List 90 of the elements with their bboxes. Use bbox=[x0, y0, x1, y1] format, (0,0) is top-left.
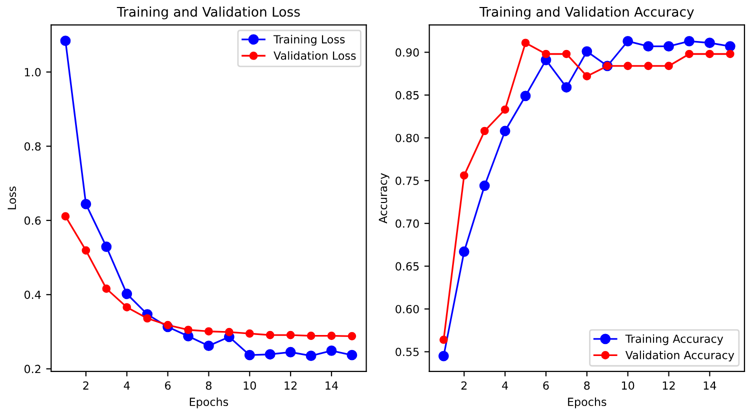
point bbox=[101, 242, 112, 252]
y-tick-label: 0.60 bbox=[396, 304, 419, 314]
point bbox=[286, 330, 295, 340]
point bbox=[439, 336, 448, 344]
x-tick-label: 8 bbox=[584, 381, 590, 390]
x-tick-label: 2 bbox=[83, 381, 88, 390]
point bbox=[60, 36, 71, 46]
point bbox=[582, 72, 592, 80]
point bbox=[706, 50, 714, 58]
y-tick-label: 0.8 bbox=[24, 142, 41, 151]
point bbox=[80, 198, 92, 210]
y-tick-label: 0.55 bbox=[396, 348, 419, 356]
point bbox=[122, 303, 132, 312]
point bbox=[460, 171, 468, 180]
x-tick-label: 4 bbox=[124, 381, 130, 390]
point bbox=[204, 340, 214, 352]
point bbox=[500, 126, 510, 136]
point bbox=[520, 90, 531, 102]
x-tick-label: 12 bbox=[662, 381, 675, 390]
x-tick-label: 12 bbox=[284, 381, 297, 390]
point bbox=[582, 46, 592, 57]
point bbox=[326, 345, 337, 356]
chart-title: Training and Validation Accuracy bbox=[479, 6, 694, 20]
point bbox=[562, 50, 571, 58]
x-tick-label: 14 bbox=[704, 381, 716, 390]
y-tick-label: 0.90 bbox=[396, 48, 419, 57]
y-tick-label: 0.2 bbox=[24, 364, 40, 374]
y-tick-label: 0.6 bbox=[24, 216, 41, 225]
point bbox=[264, 349, 276, 360]
x-tick-label: 4 bbox=[502, 381, 508, 390]
y-tick-label: 1.0 bbox=[24, 68, 41, 76]
y-tick-label: 0.4 bbox=[24, 290, 41, 300]
legend-label: Validation Loss bbox=[274, 51, 356, 60]
point bbox=[664, 41, 674, 52]
y-axis-title: Loss bbox=[8, 186, 16, 210]
x-tick-label: 8 bbox=[206, 381, 212, 390]
x-axis-title: Epochs bbox=[190, 397, 228, 408]
y-tick-label: 0.85 bbox=[396, 91, 419, 100]
point bbox=[643, 41, 654, 52]
x-tick-label: 10 bbox=[244, 381, 256, 390]
point bbox=[480, 126, 489, 136]
point bbox=[102, 284, 111, 293]
x-tick-label: 6 bbox=[543, 381, 549, 390]
x-tick-label: 14 bbox=[326, 381, 338, 390]
point bbox=[266, 330, 274, 340]
point bbox=[184, 326, 192, 334]
y-tick-label: 0.65 bbox=[396, 262, 419, 271]
chart-title: Training and Validation Loss bbox=[116, 6, 300, 20]
point bbox=[458, 246, 470, 257]
point bbox=[704, 38, 715, 48]
point bbox=[726, 50, 734, 58]
x-axis-title: Epochs bbox=[568, 397, 606, 408]
point bbox=[685, 50, 694, 58]
y-tick-label: 0.70 bbox=[396, 219, 419, 228]
point bbox=[542, 50, 550, 58]
point bbox=[143, 314, 152, 323]
point bbox=[306, 332, 316, 340]
point bbox=[285, 346, 296, 358]
legend-label: Training Accuracy bbox=[625, 334, 724, 346]
point bbox=[561, 82, 572, 93]
legend-label: Validation Accuracy bbox=[625, 350, 734, 362]
point bbox=[244, 350, 255, 360]
point bbox=[724, 41, 736, 52]
x-tick-label: 6 bbox=[165, 381, 171, 390]
point bbox=[122, 288, 132, 300]
point bbox=[82, 246, 90, 255]
point bbox=[684, 36, 694, 46]
point bbox=[61, 212, 70, 221]
y-axis-title: Accuracy bbox=[378, 173, 390, 224]
point bbox=[521, 38, 530, 48]
point bbox=[327, 332, 336, 340]
point bbox=[204, 327, 213, 336]
point bbox=[624, 62, 632, 70]
x-tick-label: 10 bbox=[622, 381, 634, 390]
point bbox=[644, 62, 652, 70]
x-tick-label: 2 bbox=[461, 381, 467, 390]
point bbox=[306, 350, 316, 362]
y-tick-label: 0.75 bbox=[396, 176, 419, 185]
point bbox=[348, 332, 356, 340]
legend-label: Training Loss bbox=[273, 34, 345, 46]
point bbox=[622, 36, 634, 46]
point bbox=[346, 350, 358, 360]
point bbox=[164, 320, 172, 330]
point bbox=[664, 62, 673, 70]
point bbox=[500, 105, 510, 114]
point bbox=[438, 350, 449, 362]
point bbox=[225, 328, 234, 336]
point bbox=[245, 329, 254, 338]
point bbox=[479, 180, 490, 191]
y-tick-label: 0.80 bbox=[396, 134, 419, 142]
